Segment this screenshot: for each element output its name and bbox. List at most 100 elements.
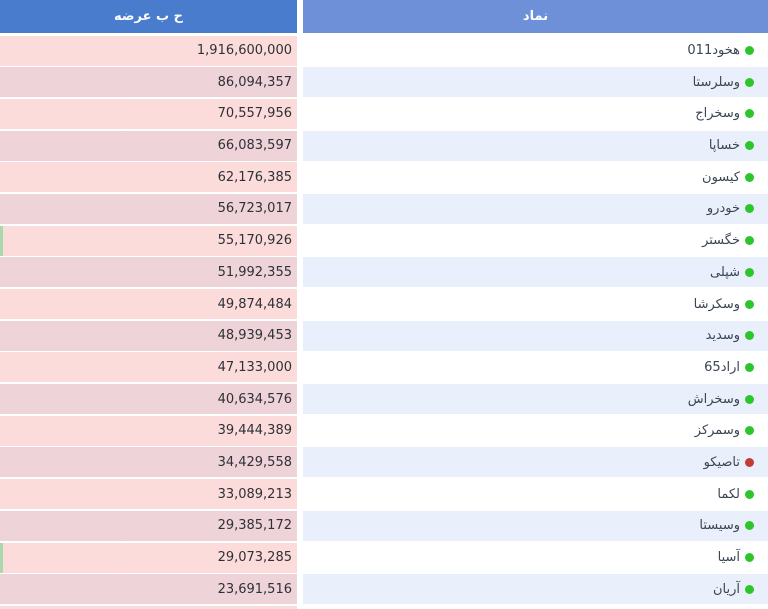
- symbol-link[interactable]: تاصیکو: [703, 454, 740, 470]
- supply-value: 70,557,956: [217, 106, 292, 122]
- table-row[interactable]: 49,874,484 وسکرشا: [0, 289, 768, 319]
- supply-value-cell: 23,691,516: [0, 574, 297, 605]
- status-dot-icon: [745, 46, 754, 55]
- symbol-link[interactable]: وسمرکز: [694, 423, 740, 439]
- symbol-cell: وسیستا: [303, 510, 768, 541]
- table-row[interactable]: 86,094,357 وسلرستا: [0, 67, 768, 98]
- supply-value-cell: 40,634,576: [0, 384, 297, 415]
- symbol-link[interactable]: وسلرستا: [692, 74, 740, 90]
- symbol-link[interactable]: لکما: [717, 486, 740, 502]
- supply-value-cell: 29,073,285: [0, 542, 297, 573]
- symbol-link[interactable]: خودرو: [706, 201, 740, 217]
- status-dot-icon: [745, 584, 754, 594]
- table-row[interactable]: 55,170,926 خگستر: [0, 225, 768, 256]
- column-divider: [297, 352, 303, 383]
- status-dot-icon: [745, 141, 754, 151]
- table-row[interactable]: 56,723,017 خودرو: [0, 193, 768, 224]
- symbol-cell: [303, 605, 768, 609]
- status-dot-icon: [745, 362, 754, 372]
- supply-value: 29,385,172: [217, 518, 292, 534]
- table-row[interactable]: 47,133,000 اراد65: [0, 352, 768, 383]
- symbol-cell: آریان: [303, 574, 768, 605]
- supply-value: 29,073,285: [217, 550, 292, 565]
- table-row[interactable]: 34,429,558 تاصیکو: [0, 447, 768, 478]
- supply-value-cell: 86,094,357: [0, 67, 297, 98]
- supply-value: 48,939,453: [217, 328, 292, 344]
- table-row[interactable]: 40,634,576 وسخراش: [0, 384, 768, 415]
- symbol-link[interactable]: وسخراش: [687, 391, 740, 407]
- column-header-supply[interactable]: ح ب عرضه: [0, 0, 297, 33]
- supply-value-cell: 51,992,355: [0, 257, 297, 288]
- symbol-link[interactable]: خساپا: [708, 138, 740, 154]
- supply-value-cell: 56,723,017: [0, 193, 297, 224]
- supply-value: 86,094,357: [217, 74, 292, 90]
- table-row[interactable]: [0, 605, 768, 609]
- symbol-link[interactable]: هخود011: [687, 43, 740, 58]
- symbol-link[interactable]: شپلی: [710, 264, 740, 280]
- supply-value: 47,133,000: [217, 359, 292, 375]
- status-dot-icon: [745, 236, 754, 246]
- table-row[interactable]: 51,992,355 شپلی: [0, 257, 768, 288]
- supply-value-cell: 62,176,385: [0, 162, 297, 193]
- symbol-link[interactable]: وسدید: [705, 328, 740, 344]
- column-header-symbol[interactable]: نماد: [303, 0, 768, 33]
- supply-value: 51,992,355: [217, 264, 292, 280]
- table-row[interactable]: 29,073,285 آسیا: [0, 542, 768, 573]
- table-row[interactable]: 66,083,597 خساپا: [0, 130, 768, 161]
- table-row[interactable]: 62,176,385 کیسون: [0, 162, 768, 193]
- symbol-link[interactable]: وسکرشا: [693, 296, 740, 312]
- symbol-link[interactable]: اراد65: [704, 359, 740, 375]
- symbol-link[interactable]: کیسون: [702, 169, 740, 185]
- table-row[interactable]: 23,691,516 آریان: [0, 574, 768, 605]
- supply-value: 1,916,600,000: [196, 43, 292, 58]
- column-divider: [297, 510, 303, 541]
- symbol-cell: وسمرکز: [303, 415, 768, 446]
- symbol-cell: شپلی: [303, 257, 768, 288]
- supply-value-cell: 55,170,926: [0, 225, 297, 256]
- supply-value-cell: 48,939,453: [0, 320, 297, 351]
- symbol-link[interactable]: خگستر: [702, 233, 740, 249]
- supply-value-cell: 70,557,956: [0, 98, 297, 129]
- status-dot-icon: [745, 553, 754, 562]
- column-divider: [297, 574, 303, 605]
- column-divider: [297, 67, 303, 98]
- symbol-cell: وسکرشا: [303, 289, 768, 319]
- supply-value-cell: 66,083,597: [0, 130, 297, 161]
- supply-value-cell: 33,089,213: [0, 479, 297, 510]
- symbol-link[interactable]: آسیا: [717, 550, 740, 565]
- column-divider: [297, 98, 303, 129]
- supply-value-cell: 49,874,484: [0, 289, 297, 319]
- column-divider: [297, 162, 303, 193]
- supply-value-cell: 39,444,389: [0, 415, 297, 446]
- column-divider: [297, 415, 303, 446]
- table-row[interactable]: 33,089,213 لکما: [0, 479, 768, 510]
- symbol-cell: خودرو: [303, 193, 768, 224]
- table-row[interactable]: 29,385,172 وسیستا: [0, 510, 768, 541]
- supply-value-cell: 1,916,600,000: [0, 35, 297, 66]
- status-dot-icon: [745, 299, 754, 309]
- symbol-cell: خگستر: [303, 225, 768, 256]
- table-row[interactable]: 48,939,453 وسدید: [0, 320, 768, 351]
- symbol-cell: لکما: [303, 479, 768, 510]
- symbol-cell: کیسون: [303, 162, 768, 193]
- column-divider: [297, 479, 303, 510]
- status-dot-icon: [745, 394, 754, 404]
- table-row[interactable]: 39,444,389 وسمرکز: [0, 415, 768, 446]
- symbol-cell: خساپا: [303, 130, 768, 161]
- supply-value-cell: 34,429,558: [0, 447, 297, 478]
- column-divider: [297, 542, 303, 573]
- symbol-cell: آسیا: [303, 542, 768, 573]
- symbol-cell: وسدید: [303, 320, 768, 351]
- column-divider: [297, 605, 303, 609]
- table-row[interactable]: 70,557,956 وسخراج: [0, 98, 768, 129]
- column-divider: [297, 447, 303, 478]
- supply-value: 62,176,385: [217, 169, 292, 185]
- status-dot-icon: [745, 331, 754, 341]
- supply-value: 66,083,597: [217, 138, 292, 154]
- status-dot-icon: [745, 457, 754, 467]
- symbol-link[interactable]: وسخراج: [695, 106, 740, 122]
- symbol-link[interactable]: وسیستا: [699, 518, 740, 534]
- supply-value: 33,089,213: [217, 486, 292, 502]
- table-row[interactable]: 1,916,600,000 هخود011: [0, 35, 768, 66]
- symbol-link[interactable]: آریان: [712, 581, 740, 597]
